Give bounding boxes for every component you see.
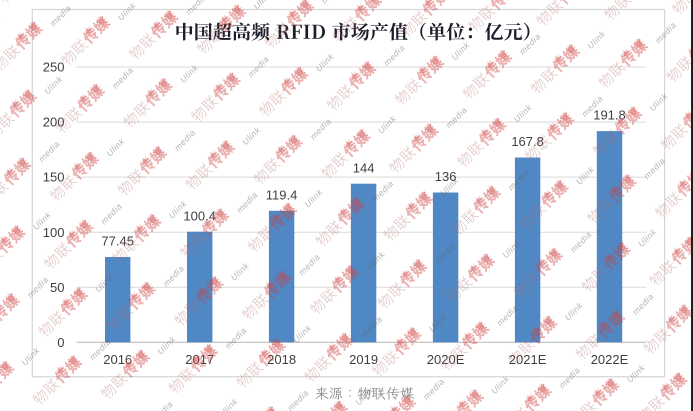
- svg-text:2018: 2018: [267, 352, 296, 367]
- svg-text:144: 144: [353, 160, 375, 175]
- svg-text:2016: 2016: [103, 352, 132, 367]
- svg-text:250: 250: [43, 60, 65, 75]
- svg-text:50: 50: [50, 280, 64, 295]
- svg-text:150: 150: [43, 170, 65, 185]
- svg-text:2019: 2019: [349, 352, 378, 367]
- svg-text:119.4: 119.4: [266, 187, 298, 202]
- svg-text:2022E: 2022E: [591, 352, 629, 367]
- svg-text:0: 0: [57, 335, 64, 350]
- svg-text:100: 100: [43, 225, 65, 240]
- svg-text:77.45: 77.45: [101, 234, 134, 249]
- svg-text:167.8: 167.8: [511, 134, 544, 149]
